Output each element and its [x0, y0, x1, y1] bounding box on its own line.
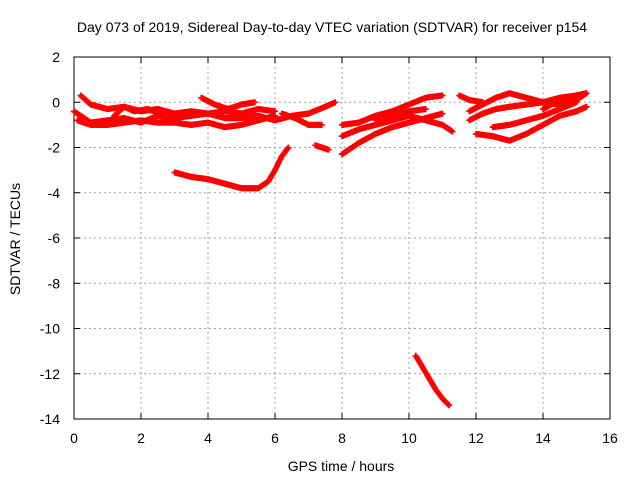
data-point: [449, 128, 456, 135]
x-tick-label: 4: [204, 430, 212, 446]
y-tick-label: -6: [48, 230, 61, 246]
data-track: [312, 142, 332, 153]
x-tick-label: 6: [271, 430, 279, 446]
data-point: [583, 90, 590, 97]
data-track: [412, 352, 453, 409]
data-track: [74, 112, 278, 131]
x-tick-label: 12: [468, 430, 484, 446]
data-track: [372, 106, 429, 124]
x-tick-label: 2: [137, 430, 145, 446]
data-point: [318, 121, 325, 128]
data-track: [540, 90, 590, 113]
data-track: [278, 110, 325, 128]
x-tick-label: 10: [401, 430, 417, 446]
data-point: [251, 99, 258, 106]
y-tick-label: -8: [48, 275, 61, 291]
y-tick-label: 0: [52, 94, 60, 110]
data-point: [422, 106, 429, 113]
data-track: [198, 94, 258, 113]
data-point: [285, 144, 292, 151]
data-track: [456, 92, 486, 106]
y-tick-label: 2: [52, 49, 60, 65]
data-point: [158, 110, 165, 117]
data-point: [332, 99, 339, 106]
data-point: [439, 110, 446, 117]
data-point: [439, 92, 446, 99]
data-track: [473, 103, 590, 144]
x-tick-label: 8: [338, 430, 346, 446]
data-track: [339, 112, 456, 140]
data-track: [489, 99, 580, 131]
data-point: [325, 146, 332, 153]
x-tick-label: 14: [535, 430, 551, 446]
data-points: [71, 90, 590, 409]
y-tick-label: -14: [40, 411, 60, 427]
axis-ticks: 0 2 4 6 8 10 12 14 16 -14 -12 -10 -8 -6 -4 -2 0 2: [40, 49, 618, 446]
data-point: [479, 99, 486, 106]
y-tick-label: -10: [40, 321, 60, 337]
x-tick-label: 16: [602, 430, 618, 446]
chart-title: Day 073 of 2019, Sidereal Day-to-day VTE…: [77, 19, 587, 35]
data-point: [446, 402, 453, 409]
y-tick-label: -4: [48, 185, 61, 201]
data-point: [583, 103, 590, 110]
y-tick-label: -12: [40, 366, 60, 382]
x-axis-label: GPS time / hours: [288, 458, 395, 474]
data-track: [111, 103, 165, 119]
x-tick-label: 0: [70, 430, 78, 446]
data-point: [272, 112, 278, 119]
data-track: [171, 144, 292, 192]
y-axis-label: SDTVAR / TECUs: [7, 183, 23, 295]
y-tick-label: -2: [48, 140, 61, 156]
